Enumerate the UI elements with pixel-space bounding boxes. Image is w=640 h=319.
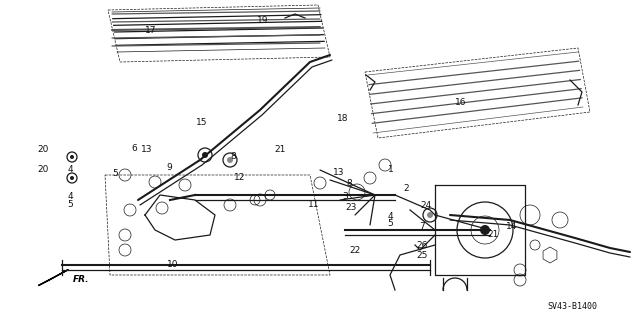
Text: 5: 5 — [388, 219, 393, 228]
Text: 6: 6 — [132, 144, 137, 153]
Text: 1: 1 — [388, 165, 393, 174]
Text: 20: 20 — [38, 145, 49, 154]
Text: 13: 13 — [141, 145, 153, 154]
Text: 14: 14 — [506, 222, 518, 231]
Text: 4: 4 — [388, 212, 393, 221]
Text: 8: 8 — [346, 179, 351, 188]
Text: 21: 21 — [275, 145, 286, 154]
Text: 20: 20 — [38, 165, 49, 174]
Text: 22: 22 — [349, 246, 361, 255]
Circle shape — [70, 176, 74, 180]
Text: 13: 13 — [333, 168, 345, 177]
Text: 21: 21 — [487, 230, 499, 239]
Circle shape — [480, 225, 490, 235]
Text: 10: 10 — [167, 260, 179, 269]
Text: 16: 16 — [455, 98, 467, 107]
Text: 3: 3 — [343, 192, 348, 201]
Text: 12: 12 — [234, 173, 246, 182]
Text: 2: 2 — [404, 184, 409, 193]
Text: SV43-B1400: SV43-B1400 — [547, 302, 597, 311]
Text: 19: 19 — [257, 16, 268, 25]
Text: 4: 4 — [68, 192, 73, 201]
Text: 9: 9 — [167, 163, 172, 172]
Text: 5: 5 — [113, 169, 118, 178]
Text: 25: 25 — [417, 251, 428, 260]
Text: 8: 8 — [231, 152, 236, 161]
Text: 11: 11 — [308, 200, 319, 209]
Circle shape — [427, 212, 433, 218]
Text: 4: 4 — [68, 165, 73, 174]
Text: 15: 15 — [196, 118, 207, 127]
Text: FR.: FR. — [72, 275, 89, 284]
Polygon shape — [38, 270, 68, 286]
Circle shape — [227, 157, 233, 163]
Text: 7: 7 — [420, 222, 425, 231]
Text: 18: 18 — [337, 114, 348, 122]
Text: 5: 5 — [68, 200, 73, 209]
Text: 26: 26 — [417, 241, 428, 250]
Text: 23: 23 — [345, 203, 356, 212]
Circle shape — [70, 155, 74, 159]
Circle shape — [202, 152, 208, 158]
Text: 24: 24 — [420, 201, 431, 210]
Text: 17: 17 — [145, 26, 156, 35]
